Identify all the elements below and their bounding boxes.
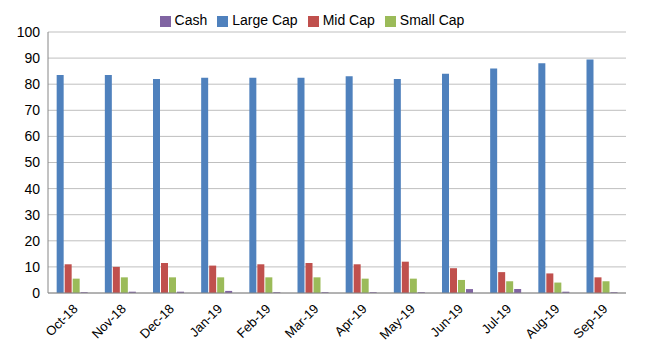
svg-text:20: 20 [24, 233, 40, 249]
svg-text:100: 100 [17, 24, 41, 40]
svg-text:Apr-19: Apr-19 [332, 301, 370, 339]
svg-text:30: 30 [24, 207, 40, 223]
html-text:Small Cap: Small Cap [399, 12, 465, 28]
svg-text:90: 90 [24, 50, 40, 66]
svg-text:70: 70 [24, 102, 40, 118]
svg-text:0: 0 [32, 285, 40, 301]
svg-text:Jul-19: Jul-19 [479, 301, 515, 337]
svg-text:80: 80 [24, 76, 40, 92]
svg-text:Dec-18: Dec-18 [137, 301, 177, 341]
svg-text:Jan-19: Jan-19 [187, 301, 226, 340]
svg-text:60: 60 [24, 128, 40, 144]
svg-text:Oct-18: Oct-18 [43, 301, 81, 339]
html-text:Large Cap: Large Cap [232, 12, 298, 28]
svg-text:Feb-19: Feb-19 [234, 301, 274, 341]
svg-text:10: 10 [24, 259, 40, 275]
html-text:Cash: Cash [174, 12, 208, 28]
html-text:Mid Cap: Mid Cap [322, 12, 375, 28]
svg-text:Sep-19: Sep-19 [570, 301, 610, 341]
svg-text:Jun-19: Jun-19 [427, 301, 466, 340]
svg-text:40: 40 [24, 181, 40, 197]
svg-text:Aug-19: Aug-19 [522, 301, 562, 341]
svg-text:May-19: May-19 [377, 301, 418, 342]
svg-text:Mar-19: Mar-19 [282, 301, 322, 341]
svg-text:Nov-18: Nov-18 [89, 301, 129, 341]
svg-text:50: 50 [24, 154, 40, 170]
